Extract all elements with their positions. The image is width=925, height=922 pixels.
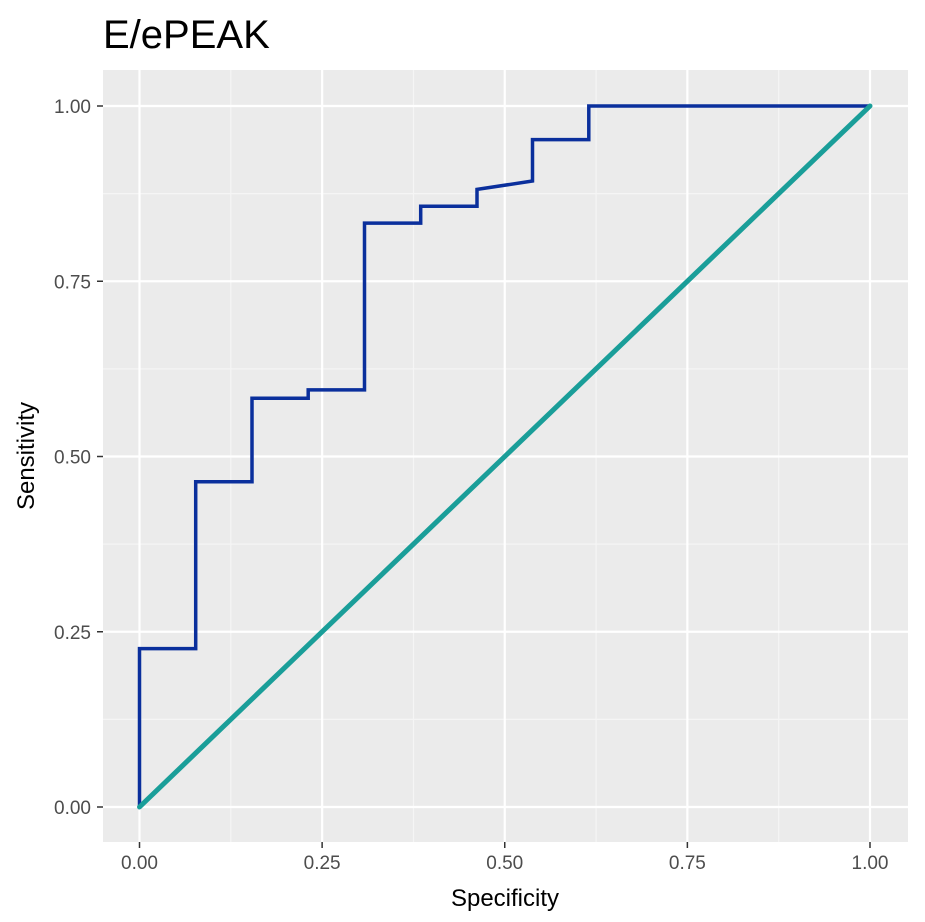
y-tick-label: 1.00	[54, 97, 91, 118]
y-axis-ticks: 0.00 0.25 0.50 0.75 1.00	[54, 97, 103, 819]
x-tick-label: 0.25	[304, 853, 341, 874]
y-tick-label: 0.25	[54, 623, 91, 644]
reference-diagonal-line	[137, 103, 873, 810]
y-tick-label: 0.75	[54, 272, 91, 293]
x-tick-label: 0.50	[486, 853, 523, 874]
chart-title: E/ePEAK	[103, 13, 270, 57]
series-group	[137, 103, 873, 810]
y-tick-label: 0.50	[54, 448, 91, 469]
x-tick-label: 1.00	[852, 853, 889, 874]
roc-curve-line	[137, 104, 872, 809]
x-axis-title: Specificity	[451, 885, 559, 912]
y-axis-title: Sensitivity	[13, 402, 40, 510]
x-axis-ticks: 0.00 0.25 0.50 0.75 1.00	[121, 842, 888, 874]
y-tick-label: 0.00	[54, 798, 91, 819]
x-tick-label: 0.00	[121, 853, 158, 874]
x-tick-label: 0.75	[669, 853, 706, 874]
